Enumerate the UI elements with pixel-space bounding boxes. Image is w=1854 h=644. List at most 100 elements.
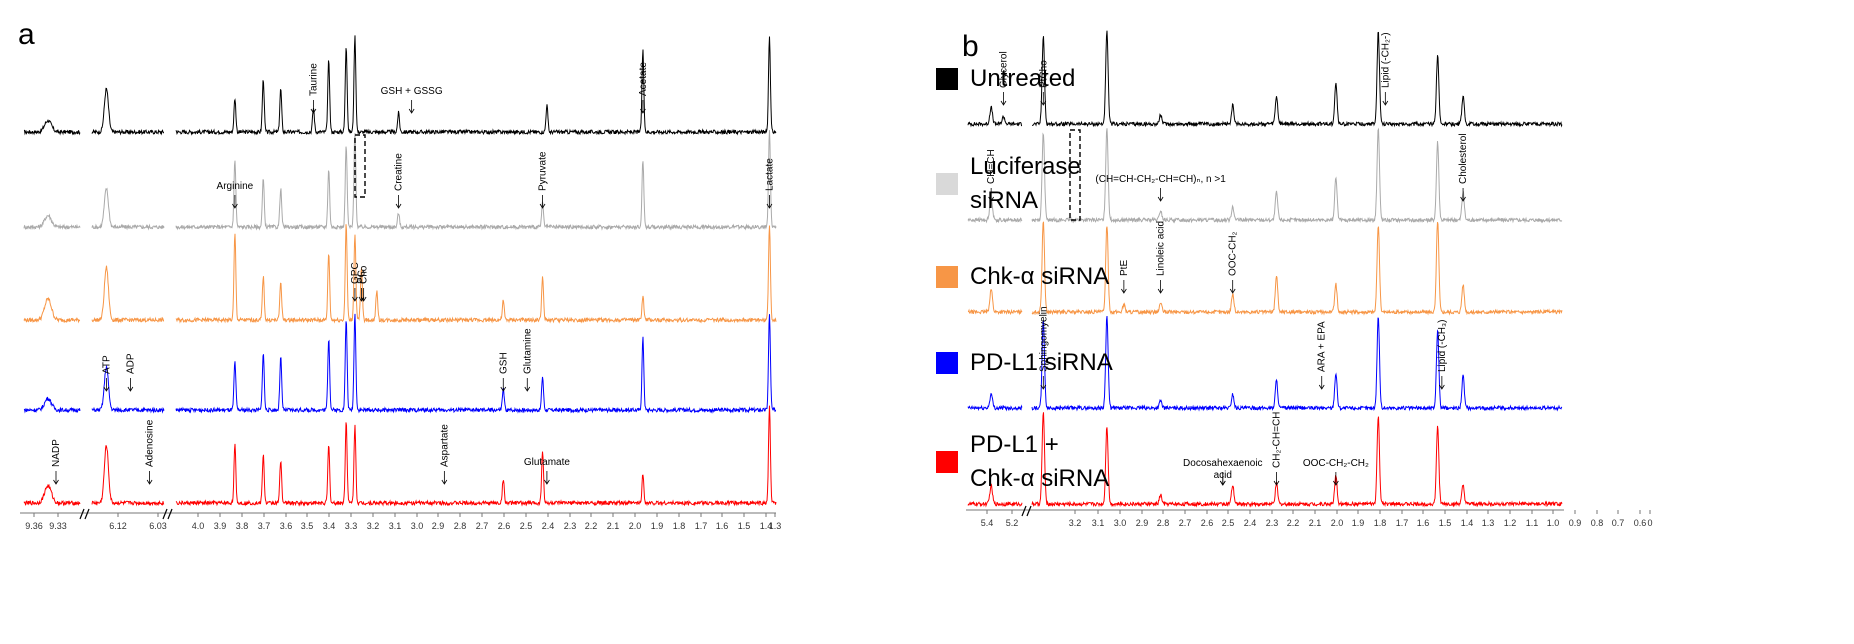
x-tick-label: 2.8 (454, 521, 467, 531)
x-tick-label: 6.12 (109, 521, 127, 531)
legend-item-pdl1: PD-L1 siRNA (936, 346, 1113, 380)
annotation: Glutamate (524, 457, 570, 485)
annotation: OOC-CH₂-CH₂ (1303, 458, 1369, 486)
x-tick-label: 0.9 (1569, 518, 1582, 528)
annotation-label: Sphingomyelin (1038, 306, 1049, 372)
axis-break-stroke (162, 508, 168, 520)
annotation-label: PC (356, 270, 367, 284)
annotation-label: Cholesterol (1458, 133, 1469, 184)
annotation: Glycerol (998, 51, 1009, 106)
annotation: GSH + GSSG (381, 86, 443, 114)
spectrum-line-1-seg-0 (967, 196, 1023, 224)
x-tick-label: 1.5 (738, 521, 751, 531)
x-tick-label: 1.9 (1352, 518, 1365, 528)
axis-break-mark (79, 508, 90, 520)
x-tick-label: 3.0 (1114, 518, 1127, 528)
x-tick-label: 2.7 (476, 521, 489, 531)
legend-label-line2: siRNA (970, 187, 1039, 214)
x-tick-label: 1.4 (1461, 518, 1474, 528)
x-tick-label: 2.3 (1266, 518, 1279, 528)
annotation-label: Lipid (-CH₂-) (1380, 32, 1391, 88)
axis-break-stroke (79, 508, 85, 520)
x-tick-label: 2.5 (520, 521, 533, 531)
legend-swatch (936, 266, 958, 288)
spectrum-line-2-seg-0 (967, 288, 1023, 316)
x-tick-label: 2.4 (1244, 518, 1257, 528)
x-tick-label: 2.0 (629, 521, 642, 531)
x-tick-label: 0 (1647, 518, 1652, 528)
spectrum-line-1-seg-0 (23, 213, 81, 231)
x-tick-label: 3.9 (214, 521, 227, 531)
spectrum-line-4-seg-1 (91, 445, 165, 507)
legend-item-combo: PD-L1 + Chk-α siRNA (936, 428, 1109, 496)
x-tick-label: 1.0 (1547, 518, 1560, 528)
x-tick-label: 3.1 (1092, 518, 1105, 528)
legend-label: Chk-α siRNA (970, 263, 1110, 290)
spectrum-line-4-seg-1 (1031, 412, 1563, 508)
annotation: PtCho (1038, 60, 1049, 106)
annotation-arrowhead (395, 203, 402, 209)
annotation: PtE (1119, 260, 1130, 294)
spectrum-line-4-seg-0 (23, 483, 81, 507)
annotation-arrowhead (1157, 288, 1164, 294)
annotation-label: Aspartate (439, 424, 450, 467)
spectrum-line-3-seg-1 (1031, 315, 1563, 412)
spectrum-line-0-seg-1 (91, 87, 164, 136)
annotation-label: Pyruvate (538, 151, 549, 191)
annotation-label: Lipid (-CH₃) (1437, 320, 1448, 372)
annotation-label: Glycerol (998, 51, 1009, 88)
x-tick-label: 1.3 (769, 521, 782, 531)
annotation-label: Taurine (308, 63, 319, 96)
annotation: Lactate (764, 158, 775, 209)
annotation-label: ARA + EPA (1317, 321, 1328, 372)
x-tick-label: 3.0 (411, 521, 424, 531)
x-tick-label: 3.8 (236, 521, 249, 531)
x-tick-label: 1.7 (695, 521, 708, 531)
annotation-label: Acetate (638, 62, 649, 96)
highlight-box (1069, 129, 1081, 221)
x-tick-label: 2.1 (1309, 518, 1322, 528)
x-tick-label: 1.8 (673, 521, 686, 531)
x-tick-label: 1.4 (760, 521, 773, 531)
annotation: GSH (498, 352, 509, 392)
annotation-arrowhead (1121, 288, 1127, 294)
legend-item-untreated: Untreated (936, 62, 1075, 96)
annotation-arrowhead (1382, 100, 1389, 106)
x-tick-label: 1.1 (1526, 518, 1539, 528)
x-tick-label: 2.2 (1287, 518, 1300, 528)
legend-item-luciferase: Luciferase siRNA (936, 150, 1081, 218)
annotation-label: Lactate (764, 158, 775, 191)
legend-label: PD-L1 siRNA (970, 349, 1113, 376)
annotation-arrowhead (103, 386, 110, 392)
spectrum-line-1-seg-2 (175, 130, 777, 231)
annotation-arrowhead (1333, 480, 1339, 486)
annotation-label: Adenosine (145, 419, 156, 467)
x-tick-label: 2.1 (607, 521, 620, 531)
annotation-label: CH₂-CH=CH (1272, 412, 1283, 468)
x-tick-label: 1.7 (1396, 518, 1409, 528)
spectrum-line-1-seg-1 (91, 187, 165, 231)
x-tick-label: 2.0 (1331, 518, 1344, 528)
annotation-arrowhead (127, 386, 134, 392)
annotation: Creatine (394, 153, 405, 209)
annotation-arrowhead (500, 386, 507, 392)
annotation-label: OOC-CH₂ (1228, 231, 1239, 276)
legend-label: PD-L1 + (970, 431, 1059, 458)
legend-swatch (936, 173, 958, 195)
axis-break-stroke (84, 508, 90, 520)
spectrum-line-0-seg-0 (23, 119, 81, 136)
annotation-label: Cho (359, 265, 370, 284)
spectrum-line-3-seg-2 (175, 313, 777, 414)
annotation-label: Arginine (217, 181, 254, 192)
x-tick-label: 0.8 (1591, 518, 1604, 528)
x-tick-label: 2.9 (432, 521, 445, 531)
x-tick-label: 3.2 (367, 521, 380, 531)
x-tick-label: 1.8 (1374, 518, 1387, 528)
x-tick-label: 1.2 (1504, 518, 1517, 528)
axis-break-stroke (1026, 505, 1032, 517)
spectrum-line-3-seg-0 (967, 392, 1023, 412)
axis-break-mark (162, 508, 173, 520)
x-tick-label: 9.36 (25, 521, 43, 531)
annotation-label: CH=CH (986, 149, 997, 184)
